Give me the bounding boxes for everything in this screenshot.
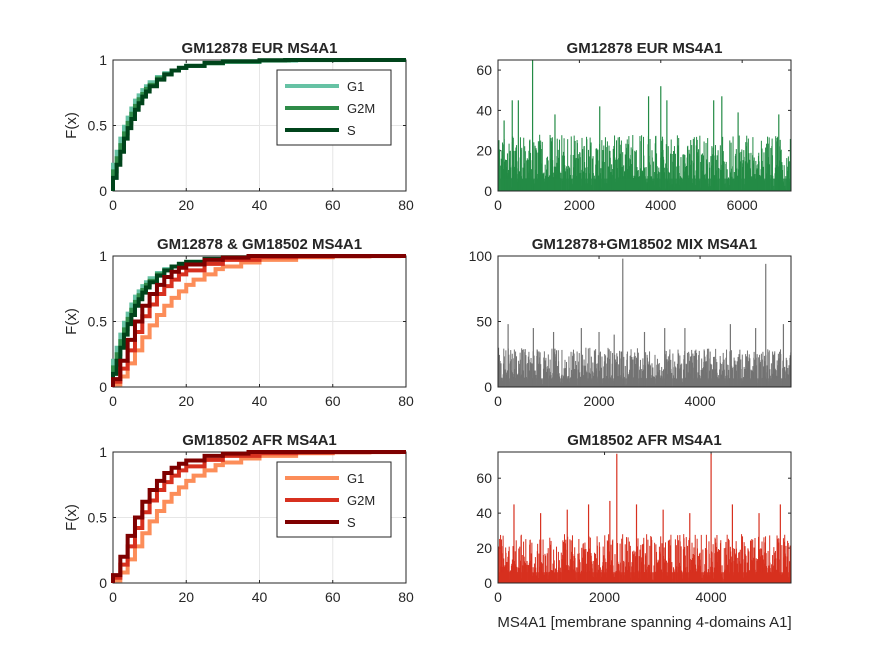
bar-base — [498, 572, 791, 583]
y-tick-label: 20 — [476, 143, 492, 159]
x-tick-label: 4000 — [696, 589, 727, 605]
y-tick-label: 60 — [476, 470, 492, 486]
x-tick-label: 0 — [494, 589, 502, 605]
x-tick-label: 0 — [109, 197, 117, 213]
axes-box-front — [497, 451, 792, 584]
histogram-bars — [497, 60, 792, 191]
x-tick-label: 0 — [109, 393, 117, 409]
y-tick-label: 40 — [476, 102, 492, 118]
y-tick-label: 0 — [484, 183, 492, 199]
legend-entry: G1 — [347, 79, 364, 94]
x-axis-label: MS4A1 [membrane spanning 4-domains A1] — [497, 614, 791, 631]
x-tick-label: 20 — [178, 589, 194, 605]
legend-entry: G2M — [347, 101, 375, 116]
legend-entry: G1 — [347, 471, 364, 486]
panel-3: GM12878 & GM18502 MS4A1 0 20 40 60 80 0 0.5 1 F(x… — [63, 236, 414, 409]
y-tick-label: 0.5 — [88, 118, 108, 134]
panel-title: GM12878 & GM18502 MS4A1 — [157, 236, 362, 253]
legend: G1 G2M S — [276, 69, 392, 146]
panel-2: GM12878 EUR MS4A1 0 2000 4000 6000 0 20 40 60 — [476, 40, 792, 213]
axes-box-front — [497, 255, 792, 388]
legend-entry: S — [347, 515, 356, 530]
panel-title: GM12878+GM18502 MIX MS4A1 — [532, 236, 758, 253]
x-tick-label: 40 — [252, 197, 268, 213]
y-tick-label: 50 — [476, 314, 492, 330]
x-tick-label: 20 — [178, 393, 194, 409]
y-tick-label: 0.5 — [88, 314, 108, 330]
y-axis-label: F(x) — [63, 504, 80, 531]
x-tick-label: 60 — [325, 589, 341, 605]
y-tick-label: 0 — [484, 379, 492, 395]
x-tick-label: 6000 — [727, 197, 758, 213]
x-tick-label: 2000 — [589, 589, 620, 605]
x-tick-label: 40 — [252, 589, 268, 605]
y-tick-label: 40 — [476, 505, 492, 521]
panel-title: GM18502 AFR MS4A1 — [567, 432, 722, 449]
ecdf-line-s — [111, 58, 406, 191]
x-tick-label: 80 — [398, 393, 414, 409]
x-tick-label: 60 — [325, 197, 341, 213]
y-tick-label: 20 — [476, 540, 492, 556]
y-tick-label: 0 — [484, 575, 492, 591]
y-tick-label: 0 — [99, 575, 107, 591]
y-tick-label: 0.5 — [88, 510, 108, 526]
y-axis-label: F(x) — [63, 112, 80, 139]
y-axis-label: F(x) — [63, 308, 80, 335]
axes-box-front — [497, 59, 792, 192]
x-tick-label: 80 — [398, 197, 414, 213]
panel-title: GM18502 AFR MS4A1 — [182, 432, 337, 449]
x-tick-label: 0 — [494, 197, 502, 213]
legend-entry: S — [347, 123, 356, 138]
panel-title: GM12878 EUR MS4A1 — [567, 40, 723, 57]
x-tick-label: 2000 — [564, 197, 595, 213]
x-tick-label: 80 — [398, 589, 414, 605]
y-tick-label: 1 — [99, 52, 107, 68]
panel-title: GM12878 EUR MS4A1 — [182, 40, 338, 57]
y-tick-label: 1 — [99, 248, 107, 264]
x-tick-label: 40 — [252, 393, 268, 409]
x-tick-label: 2000 — [583, 393, 614, 409]
panel-6: GM18502 AFR MS4A1 0 2000 4000 0 20 40 60 MS4A1 [… — [476, 432, 791, 631]
y-tick-label: 60 — [476, 62, 492, 78]
panel-4: GM12878+GM18502 MIX MS4A1 0 2000 4000 0 50 100 — [469, 236, 792, 409]
x-tick-label: 60 — [325, 393, 341, 409]
ecdf-line-s — [111, 450, 406, 583]
histogram-bars — [497, 453, 792, 583]
bar-base — [498, 178, 791, 191]
x-tick-label: 4000 — [645, 197, 676, 213]
x-tick-label: 0 — [494, 393, 502, 409]
y-tick-label: 0 — [99, 183, 107, 199]
y-tick-label: 100 — [469, 248, 493, 264]
panel-1: GM12878 EUR MS4A1 0 20 40 60 80 0 0.5 1 F(x) G1 G2M… — [63, 40, 414, 213]
legend: G1 G2M S — [276, 461, 392, 538]
legend-entry: G2M — [347, 493, 375, 508]
y-tick-label: 0 — [99, 379, 107, 395]
ecdf-line-afr-s — [111, 254, 406, 387]
histogram-bars — [497, 258, 792, 387]
x-tick-label: 0 — [109, 589, 117, 605]
panel-5: GM18502 AFR MS4A1 0 20 40 60 80 0 0.5 1 F(x) G1 G2M… — [63, 432, 414, 605]
x-tick-label: 20 — [178, 197, 194, 213]
x-tick-label: 4000 — [684, 393, 715, 409]
y-tick-label: 1 — [99, 444, 107, 460]
